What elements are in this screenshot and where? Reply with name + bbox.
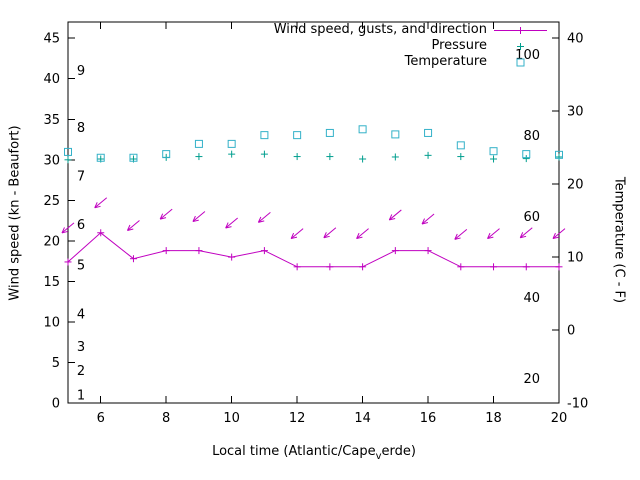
beaufort-scale-labels: 1 2 3 4 5 6 7 8 9	[77, 64, 85, 403]
svg-text:2: 2	[77, 364, 85, 379]
svg-text:20: 20	[43, 234, 60, 249]
x-axis-title: Local time (Atlantic/Capeverde)	[212, 444, 416, 462]
svg-text:30: 30	[43, 153, 60, 168]
svg-text:20: 20	[567, 178, 584, 193]
svg-text:6: 6	[77, 218, 85, 233]
svg-text:100: 100	[515, 48, 540, 63]
y1-axis-ticks: 0 5 10 15 20 25 30 35 40 45	[43, 32, 75, 412]
fahrenheit-scale-labels: 20 40 60 80 100	[515, 48, 540, 387]
y2-axis-title: Temperature (C - F)	[611, 176, 627, 304]
pressure-points	[64, 150, 563, 164]
svg-text:18: 18	[485, 411, 502, 426]
y1-axis-title: Wind speed (kn - Beaufort)	[7, 125, 23, 301]
legend-samples	[494, 27, 547, 67]
svg-text:25: 25	[43, 194, 60, 209]
svg-text:10: 10	[223, 411, 240, 426]
svg-text:3: 3	[77, 340, 85, 355]
svg-text:16: 16	[420, 411, 437, 426]
svg-text:-10: -10	[567, 397, 588, 412]
legend-label-pressure: Pressure	[431, 38, 487, 53]
svg-text:40: 40	[43, 72, 60, 87]
svg-text:8: 8	[162, 411, 170, 426]
svg-text:35: 35	[43, 113, 60, 128]
legend-label-temperature: Temperature	[404, 54, 487, 69]
y2-axis-ticks: -10 0 10 20 30 40	[552, 32, 588, 412]
svg-text:1: 1	[77, 388, 85, 403]
svg-text:7: 7	[77, 170, 85, 185]
svg-text:10: 10	[43, 315, 60, 330]
svg-text:15: 15	[43, 275, 60, 290]
x-axis-title-prefix: Local time (Atlantic/Cape	[212, 444, 376, 459]
x-axis-ticks: 6 8 10 12 14 16 18 20	[97, 22, 568, 426]
svg-text:20: 20	[551, 411, 568, 426]
wind-speed-line	[64, 229, 563, 271]
x-axis-title-subscript: v	[375, 451, 382, 462]
svg-text:45: 45	[43, 32, 60, 47]
svg-text:20: 20	[523, 372, 540, 387]
svg-text:9: 9	[77, 64, 85, 79]
svg-text:0: 0	[567, 324, 575, 339]
svg-text:30: 30	[567, 105, 584, 120]
svg-text:5: 5	[52, 356, 60, 371]
svg-text:14: 14	[354, 411, 371, 426]
svg-text:80: 80	[523, 129, 540, 144]
svg-text:0: 0	[52, 397, 60, 412]
legend-label-wind: Wind speed, gusts, and direction	[273, 22, 487, 37]
svg-text:40: 40	[523, 291, 540, 306]
svg-text:4: 4	[77, 307, 85, 322]
svg-text:12: 12	[289, 411, 306, 426]
svg-text:5: 5	[77, 259, 85, 274]
temperature-points	[64, 125, 563, 162]
plot-border	[67, 21, 560, 404]
svg-text:40: 40	[567, 32, 584, 47]
x-axis-title-suffix: erde)	[381, 444, 416, 459]
svg-text:8: 8	[77, 121, 85, 136]
wind-direction-arrows	[61, 197, 566, 240]
svg-text:60: 60	[523, 210, 540, 225]
svg-text:6: 6	[97, 411, 105, 426]
svg-text:10: 10	[567, 251, 584, 266]
